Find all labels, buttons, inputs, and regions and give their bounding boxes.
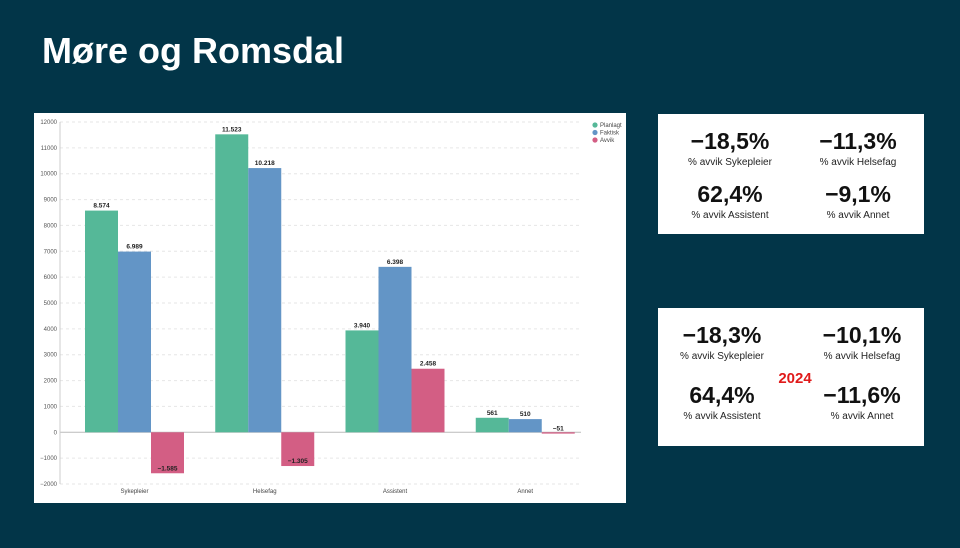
kpi-value: −11,3%	[819, 128, 897, 154]
y-tick-label: 2000	[44, 379, 58, 385]
year-badge: 2024	[778, 370, 812, 387]
kpi-helsefag-2024: −10,1% % avvik Helsefag	[802, 322, 922, 362]
data-label: 510	[520, 411, 531, 418]
kpi-label: % avvik Assistent	[683, 411, 761, 422]
y-tick-label: 3000	[44, 353, 58, 359]
kpi-label: % avvik Helsefag	[823, 351, 901, 362]
kpi-value: 62,4%	[697, 181, 763, 207]
legend-label: Planlagt	[600, 123, 622, 129]
x-tick-label: Assistent	[383, 489, 408, 495]
data-label: 11.523	[222, 126, 242, 133]
kpi-label: % avvik Annet	[830, 411, 894, 422]
data-label: 3.940	[354, 322, 371, 329]
bar-chart: 1200011000100009000800070006000500040003…	[40, 120, 622, 495]
data-label: 2.458	[420, 361, 437, 368]
bar-faktisk	[118, 251, 151, 433]
legend-label: Faktisk	[600, 131, 620, 137]
y-tick-label: 12000	[40, 120, 57, 126]
kpi-value: −10,1%	[822, 322, 902, 348]
x-tick-label: Sykepleier	[120, 489, 148, 495]
y-tick-label: 11000	[41, 146, 58, 152]
bar-avvik	[281, 432, 315, 467]
kpi-label: % avvik Annet	[826, 210, 890, 221]
legend-swatch-avvik	[592, 137, 598, 143]
bar-planlagt	[85, 210, 118, 433]
data-label: 8.574	[93, 203, 110, 210]
kpi-sykepleier-2024: −18,3% % avvik Sykepleier	[662, 322, 782, 362]
x-tick-label: Annet	[517, 489, 533, 495]
bar-avvik	[541, 432, 575, 434]
data-label: 10.218	[255, 160, 275, 167]
legend-label: Avvik	[600, 138, 615, 144]
kpi-card-2024: −18,3% % avvik Sykepleier −10,1% % avvik…	[658, 308, 924, 446]
kpi-label: % avvik Assistent	[691, 210, 769, 221]
kpi-value: −9,1%	[825, 181, 891, 207]
kpi-helsefag: −11,3% % avvik Helsefag	[798, 128, 918, 168]
x-tick-label: Helsefag	[253, 489, 277, 495]
kpi-annet-2024: −11,6% % avvik Annet	[802, 382, 922, 422]
kpi-annet: −9,1% % avvik Annet	[798, 181, 918, 221]
kpi-assistent-2024: 64,4% % avvik Assistent	[662, 382, 782, 422]
kpi-card-current: −18,5% % avvik Sykepleier −11,3% % avvik…	[658, 114, 924, 234]
bar-planlagt	[215, 134, 249, 433]
data-label: −1.585	[157, 465, 177, 472]
y-tick-label: 5000	[44, 301, 58, 307]
kpi-assistent: 62,4% % avvik Assistent	[670, 181, 790, 221]
bar-faktisk	[508, 419, 542, 433]
kpi-label: % avvik Helsefag	[819, 157, 897, 168]
data-label: −1.305	[288, 458, 308, 465]
data-label: 6.989	[126, 244, 143, 251]
data-label: 6.398	[387, 259, 404, 266]
legend-swatch-planlagt	[592, 122, 598, 128]
kpi-label: % avvik Sykepleier	[680, 351, 764, 362]
bar-faktisk	[248, 168, 282, 433]
y-tick-label: 7000	[44, 249, 58, 255]
bar-planlagt	[475, 417, 509, 433]
y-tick-label: 4000	[44, 327, 58, 333]
bar-avvik	[151, 432, 184, 474]
data-label: −51	[553, 426, 564, 433]
y-tick-label: 8000	[44, 223, 58, 229]
bar-avvik	[411, 368, 445, 433]
kpi-sykepleier: −18,5% % avvik Sykepleier	[670, 128, 790, 168]
y-tick-label: 9000	[44, 198, 58, 204]
bar-faktisk	[378, 266, 412, 433]
y-tick-label: 10000	[40, 172, 57, 178]
y-tick-label: −1000	[40, 456, 58, 462]
y-tick-label: 6000	[44, 275, 58, 281]
kpi-value: 64,4%	[689, 382, 755, 408]
kpi-label: % avvik Sykepleier	[688, 157, 772, 168]
legend-swatch-faktisk	[592, 129, 598, 136]
kpi-value: −18,3%	[682, 322, 762, 348]
kpi-value: −18,5%	[690, 128, 770, 154]
data-label: 561	[487, 410, 498, 417]
kpi-value: −11,6%	[823, 382, 901, 408]
bar-chart-panel: 12000 11000 10000 9000 8000 7000 6000 5000 4000 3…	[34, 113, 626, 503]
y-tick-label: −2000	[40, 482, 58, 488]
y-tick-label: 1000	[44, 404, 58, 410]
y-tick-label: 0	[54, 430, 58, 436]
page-title: Møre og Romsdal	[42, 30, 345, 71]
bar-planlagt	[345, 330, 379, 433]
